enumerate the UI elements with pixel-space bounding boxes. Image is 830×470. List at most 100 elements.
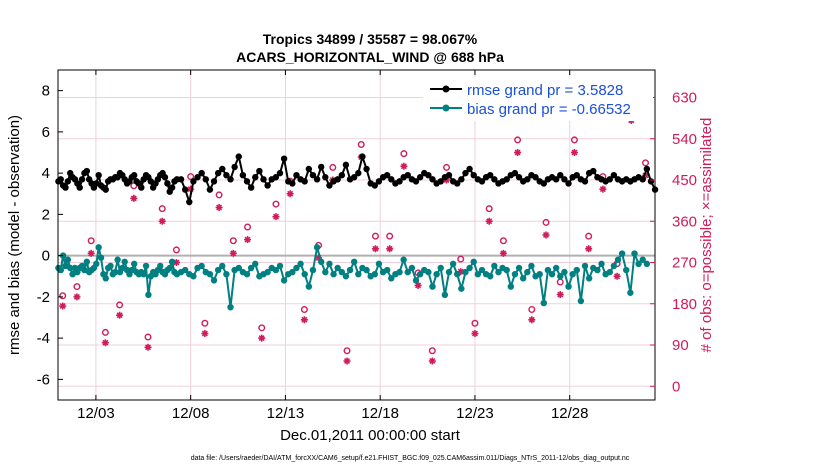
y-left-tick-label: 0 [42, 248, 50, 265]
bias-point [346, 266, 354, 274]
bias-point [536, 270, 543, 278]
bias-point [355, 270, 362, 278]
bias-point [107, 262, 114, 270]
bias-point [627, 289, 634, 296]
y-axis-left-label: rmse and bias (model - observation) [6, 115, 23, 355]
obs-assimilated-point [528, 316, 536, 324]
rmse-point [130, 171, 138, 179]
obs-possible-point [514, 136, 522, 144]
rmse-point [524, 176, 531, 183]
bias-point [466, 264, 473, 272]
bias-point [93, 260, 100, 268]
rmse-point [78, 176, 86, 183]
bias-point [470, 258, 477, 266]
obs-possible-point [528, 306, 536, 314]
bias-point [318, 258, 325, 266]
bias-point [635, 260, 642, 268]
rmse-point [83, 167, 91, 175]
bias-point [548, 270, 556, 278]
bias-point [614, 256, 622, 263]
rmse-point [272, 174, 280, 181]
rmse-point [164, 180, 171, 187]
chart-title-line2: ACARS_HORIZONTAL_WIND @ 688 hPa [236, 49, 504, 65]
bias-point [458, 285, 465, 292]
bias-point [206, 270, 214, 278]
bias-point [606, 268, 613, 276]
legend-bias-marker [442, 104, 450, 112]
y-left-tick-label: 8 [42, 83, 50, 100]
obs-possible-point [357, 140, 365, 148]
obs-assimilated-point [215, 204, 223, 211]
bias-point [565, 283, 572, 290]
bias-point [408, 264, 416, 272]
bias-point [610, 262, 618, 270]
rmse-point [470, 171, 477, 179]
y-right-tick-label: 270 [672, 255, 697, 272]
rmse-point [138, 184, 145, 191]
obs-possible-point [585, 232, 593, 240]
bias-series [55, 244, 651, 311]
rmse-point [581, 178, 589, 185]
y-left-tick-label: 6 [42, 124, 50, 141]
rmse-point [445, 171, 453, 179]
bias-point [371, 270, 378, 278]
obs-possible-point [642, 159, 650, 167]
rmse-point [573, 171, 580, 179]
legend-rmse-label: rmse grand pr = 3.5828 [467, 82, 623, 99]
bias-point [375, 260, 383, 268]
bias-point [519, 275, 527, 282]
obs-assimilated-point [556, 291, 564, 299]
bias-point [598, 260, 605, 268]
rmse-point [280, 155, 288, 162]
rmse-point [313, 176, 321, 183]
bias-point [219, 262, 226, 270]
obs-possible-point [485, 205, 493, 213]
bias-point [429, 283, 436, 290]
bias-point [338, 268, 346, 276]
bias-point [540, 299, 547, 307]
obs-possible-point [59, 292, 67, 300]
obs-assimilated-point [73, 293, 81, 301]
bias-point [309, 266, 317, 274]
bias-point [487, 273, 494, 280]
rmse-point [350, 174, 358, 181]
rmse-series [55, 153, 659, 206]
bias-point [157, 262, 164, 270]
rmse-point [355, 169, 362, 177]
obs-possible-point [158, 205, 166, 213]
bias-point [168, 258, 176, 266]
rmse-point [318, 163, 325, 171]
bias-point [433, 270, 440, 278]
bias-point [57, 266, 64, 274]
bias-point [552, 264, 560, 272]
bias-point [495, 268, 502, 276]
rmse-point [359, 153, 366, 160]
obs-assimilated-point [158, 217, 166, 225]
bias-point [363, 266, 370, 274]
x-tick-label: 12/13 [267, 405, 305, 422]
obs-possible-point [570, 136, 578, 144]
rmse-point [491, 176, 498, 183]
rmse-point [338, 171, 346, 179]
bias-point [198, 262, 205, 270]
obs-possible-point [471, 319, 479, 327]
rmse-point [540, 180, 547, 187]
obs-possible-point [300, 306, 308, 314]
rmse-point [606, 176, 613, 183]
rmse-point [416, 174, 424, 181]
bias-point [293, 264, 300, 272]
y-left-tick-label: -2 [37, 289, 50, 306]
rmse-point [161, 174, 169, 181]
bias-point [425, 268, 432, 276]
bias-point [573, 266, 580, 274]
rmse-point [487, 171, 494, 179]
bias-point [585, 275, 593, 282]
obs-assimilated-point [229, 249, 237, 257]
obs-assimilated-point [244, 236, 252, 244]
bias-point [594, 266, 601, 274]
y-right-tick-label: 180 [672, 296, 697, 313]
obs-assimilated-point [599, 185, 607, 193]
rmse-point [363, 165, 370, 173]
rmse-point [256, 167, 263, 175]
obs-possible-point [457, 255, 465, 263]
